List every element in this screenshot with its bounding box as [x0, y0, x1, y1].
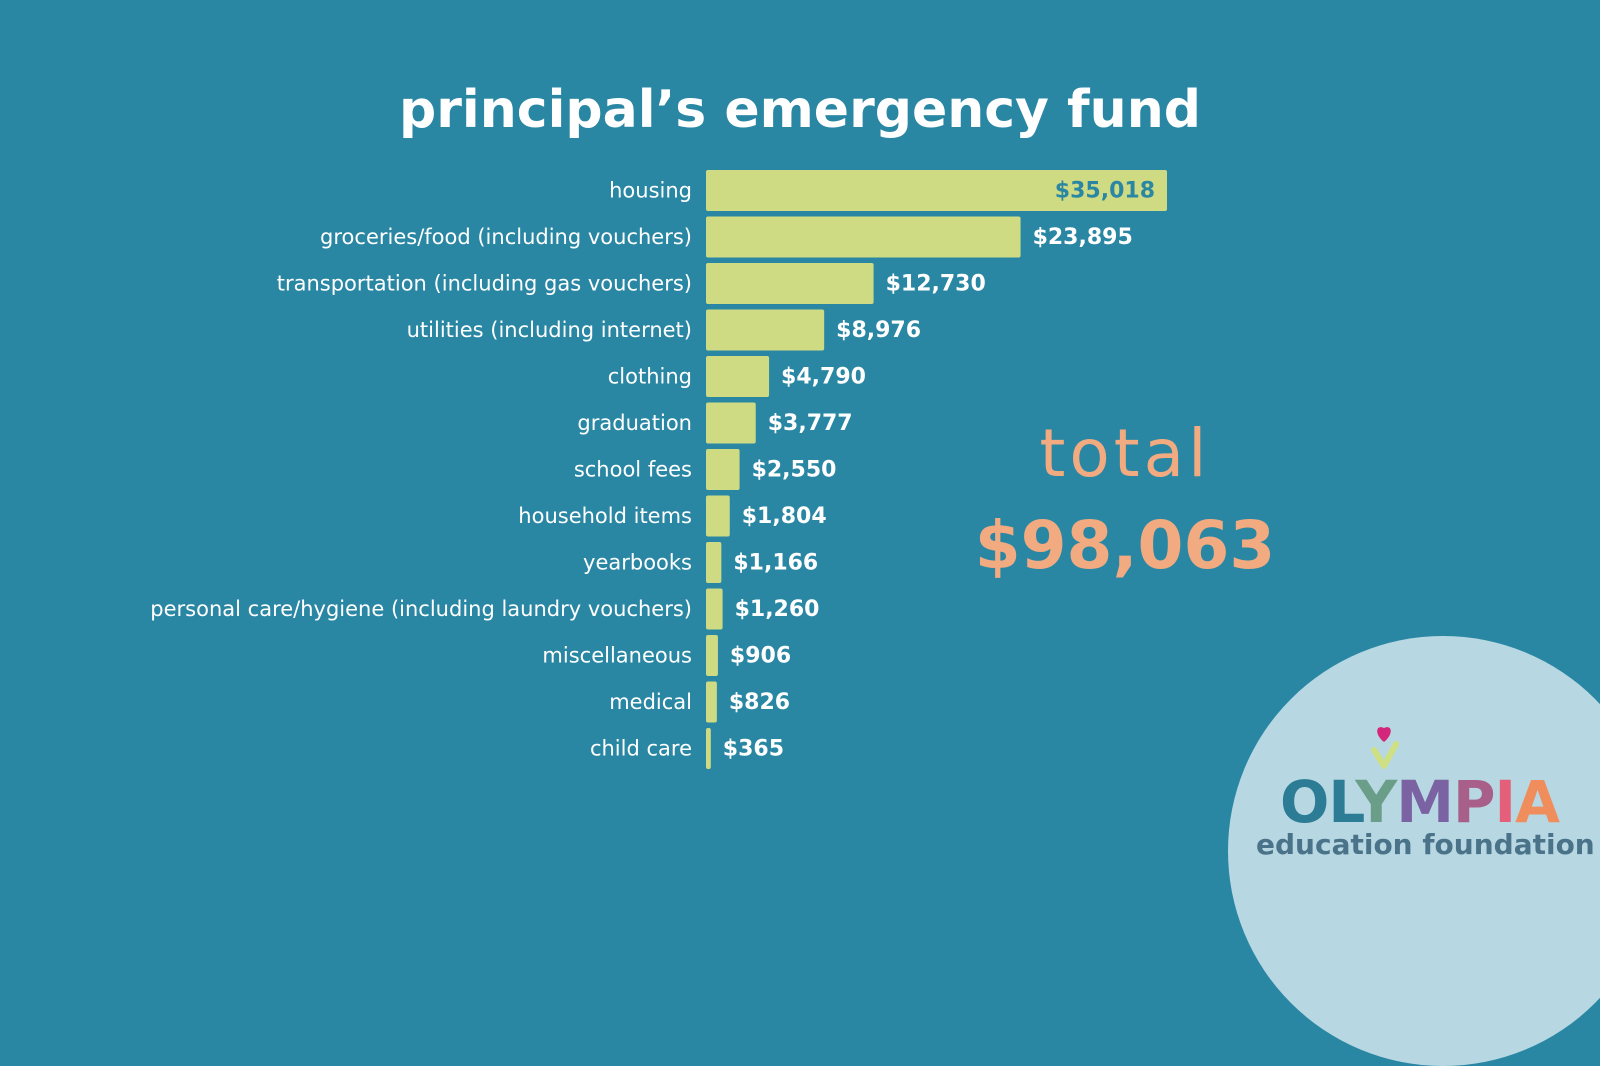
- value-label: $35,018: [1055, 179, 1155, 204]
- value-label: $8,976: [836, 318, 921, 343]
- value-label: $1,260: [735, 597, 820, 622]
- bar: [706, 216, 1021, 258]
- total-block: total $98,063: [960, 415, 1290, 591]
- logo-letter: Y: [1355, 768, 1397, 836]
- bar: [706, 681, 717, 723]
- value-label: $365: [723, 737, 784, 762]
- category-label: household items: [518, 504, 692, 528]
- logo-letter: I: [1494, 768, 1516, 836]
- category-label: school fees: [574, 458, 692, 482]
- category-label: utilities (including internet): [407, 318, 692, 342]
- logo-letter: M: [1396, 768, 1454, 836]
- bar: [706, 635, 718, 676]
- value-label: $1,166: [733, 551, 818, 576]
- category-label: transportation (including gas vouchers): [277, 272, 692, 296]
- category-label: personal care/hygiene (including laundry…: [150, 597, 692, 621]
- category-label: groceries/food (including vouchers): [320, 225, 692, 249]
- category-label: medical: [609, 690, 692, 714]
- total-label: total: [1039, 415, 1211, 492]
- category-label: clothing: [608, 365, 692, 389]
- value-label: $4,790: [781, 365, 866, 390]
- bar-chart: housing $35,018 groceries/food (including …: [150, 170, 1167, 769]
- logo-letter: L: [1328, 768, 1356, 836]
- heart-shape: [1377, 727, 1391, 742]
- page-title: principal’s emergency fund: [399, 80, 1201, 140]
- check-shape: [1371, 741, 1399, 769]
- bar: [706, 356, 770, 397]
- logo-letter: P: [1452, 768, 1496, 836]
- value-label: $3,777: [768, 411, 853, 436]
- value-label: $906: [730, 644, 791, 669]
- value-label: $1,804: [742, 504, 827, 529]
- total-value: $98,063: [974, 507, 1276, 584]
- value-label: $12,730: [886, 272, 986, 297]
- logo-letter: O: [1280, 768, 1329, 836]
- value-label: $826: [729, 690, 790, 715]
- logo-subtitle: education foundation: [1256, 828, 1595, 861]
- category-label: miscellaneous: [542, 644, 692, 668]
- value-label: $23,895: [1033, 225, 1133, 250]
- bar: [706, 495, 730, 537]
- logo-letter: A: [1515, 768, 1560, 836]
- bar: [706, 170, 1167, 211]
- bar: [706, 588, 723, 630]
- value-label: $2,550: [752, 458, 837, 483]
- bar: [706, 728, 711, 769]
- bar: [706, 263, 874, 304]
- bar: [706, 449, 740, 490]
- bar: [706, 309, 825, 351]
- category-label: housing: [609, 179, 692, 203]
- logo-wordmark: OLYMPIA: [1280, 768, 1560, 836]
- heart-icon: [1371, 727, 1399, 769]
- bar: [706, 402, 756, 444]
- category-label: graduation: [577, 411, 692, 435]
- category-label: child care: [590, 737, 692, 761]
- bar: [706, 542, 722, 583]
- category-label: yearbooks: [583, 551, 692, 575]
